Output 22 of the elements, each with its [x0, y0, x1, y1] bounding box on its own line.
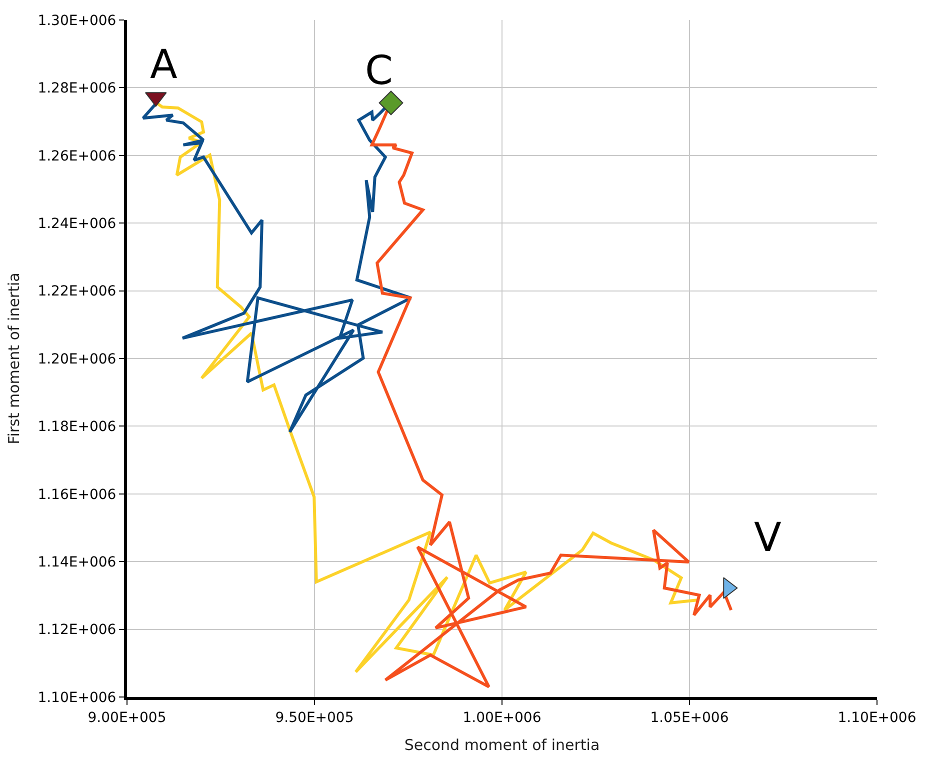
x-axis-title: Second moment of inertia	[404, 736, 600, 754]
point	[378, 90, 404, 116]
y-tick-label: 1.18E+006	[38, 419, 116, 436]
y-tick-label: 1.16E+006	[38, 486, 116, 503]
annotation: V	[754, 515, 782, 561]
annotation: A	[150, 42, 178, 88]
y-tick-label: 1.22E+006	[38, 284, 116, 300]
y-tick-label: 1.14E+006	[38, 554, 116, 570]
y-tick-label: 1.20E+006	[38, 351, 116, 368]
y-tick-label: 1.30E+006	[38, 12, 116, 29]
x-tick-label: 1.05E+006	[650, 710, 729, 726]
x-tick-label: 9.50E+005	[275, 710, 354, 726]
y-tick-label: 1.10E+006	[38, 690, 116, 706]
annotation: C	[365, 48, 393, 94]
y-axis-title: First moment of inertia	[4, 272, 23, 444]
y-tick-label: 1.24E+006	[38, 216, 116, 232]
x-tick-label: 1.10E+006	[838, 710, 916, 726]
y-tick-label: 1.12E+006	[38, 622, 116, 638]
x-tick-label: 9.00E+005	[88, 710, 166, 726]
x-tick-label: 1.00E+006	[462, 710, 542, 726]
y-tick-label: 1.26E+006	[38, 148, 116, 164]
y-tick-label: 1.28E+006	[38, 80, 116, 97]
